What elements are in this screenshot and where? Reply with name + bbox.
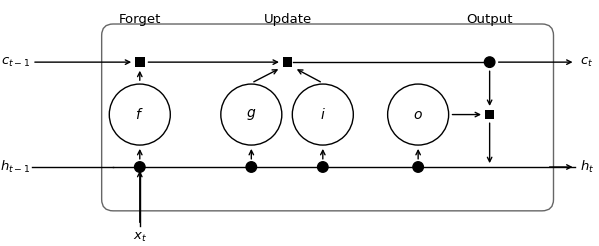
Text: $h_{t-1}$: $h_{t-1}$: [0, 159, 30, 175]
FancyBboxPatch shape: [102, 24, 553, 211]
Bar: [283, 57, 292, 67]
Text: $i$: $i$: [320, 107, 326, 122]
Text: Forget: Forget: [119, 13, 161, 26]
Text: $f$: $f$: [135, 107, 144, 122]
Circle shape: [246, 162, 256, 172]
Text: $c_t$: $c_t$: [580, 56, 594, 69]
Text: $h_t$: $h_t$: [580, 159, 594, 175]
Bar: [135, 57, 144, 67]
Circle shape: [413, 162, 423, 172]
Circle shape: [292, 84, 353, 145]
Circle shape: [135, 162, 145, 172]
Circle shape: [109, 84, 170, 145]
Circle shape: [388, 84, 449, 145]
Text: $o$: $o$: [413, 108, 423, 122]
Circle shape: [317, 162, 328, 172]
Text: $x_t$: $x_t$: [133, 231, 147, 244]
Text: $c_{t-1}$: $c_{t-1}$: [1, 56, 30, 69]
Bar: [485, 110, 494, 119]
Text: Output: Output: [467, 13, 513, 26]
Circle shape: [221, 84, 282, 145]
Circle shape: [485, 57, 495, 67]
Text: Update: Update: [264, 13, 311, 26]
Text: $g$: $g$: [246, 107, 256, 122]
